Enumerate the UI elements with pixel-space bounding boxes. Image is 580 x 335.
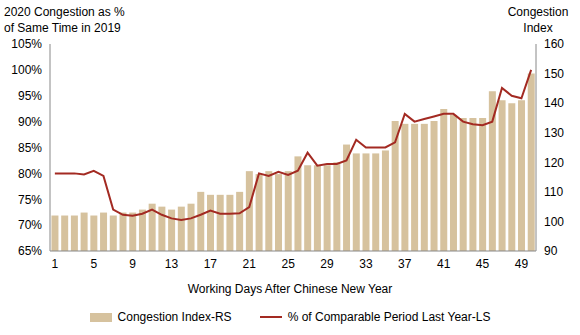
svg-text:13: 13 [165, 257, 179, 271]
html-text:% of Comparable Period Last Ye: % of Comparable Period Last Year-LS [287, 310, 491, 324]
html-text:2020 Congestion as % of Same T: 2020 Congestion as % of Same Time in 201… [4, 5, 125, 35]
svg-text:25: 25 [281, 257, 295, 271]
svg-text:130: 130 [544, 126, 564, 140]
svg-text:160: 160 [544, 37, 564, 51]
svg-text:49: 49 [515, 257, 529, 271]
svg-text:45: 45 [476, 257, 490, 271]
svg-text:105%: 105% [11, 37, 42, 51]
svg-text:95%: 95% [18, 89, 42, 103]
svg-text:29: 29 [320, 257, 334, 271]
svg-text:41: 41 [437, 257, 451, 271]
svg-text:110: 110 [544, 185, 563, 199]
html-text:Congestion Index: Congestion Index [507, 5, 569, 35]
svg-text:90: 90 [544, 244, 558, 258]
svg-text:1: 1 [52, 257, 59, 271]
svg-text:140: 140 [544, 96, 564, 110]
svg-text:100: 100 [544, 215, 564, 229]
svg-text:65%: 65% [18, 244, 42, 258]
svg-text:90%: 90% [18, 115, 42, 129]
svg-text:5: 5 [90, 257, 97, 271]
svg-text:150: 150 [544, 67, 564, 81]
svg-text:17: 17 [204, 257, 218, 271]
html-text:Congestion Index-RS: Congestion Index-RS [117, 310, 232, 324]
svg-text:85%: 85% [18, 141, 42, 155]
html-text:Working Days After Chinese New: Working Days After Chinese New Year [187, 282, 393, 296]
svg-text:33: 33 [359, 257, 373, 271]
svg-text:80%: 80% [18, 167, 42, 181]
svg-text:9: 9 [129, 257, 136, 271]
svg-text:70%: 70% [18, 218, 42, 232]
svg-text:100%: 100% [11, 63, 42, 77]
svg-text:37: 37 [398, 257, 412, 271]
svg-text:21: 21 [243, 257, 257, 271]
svg-text:75%: 75% [18, 193, 42, 207]
svg-text:120: 120 [544, 156, 564, 170]
